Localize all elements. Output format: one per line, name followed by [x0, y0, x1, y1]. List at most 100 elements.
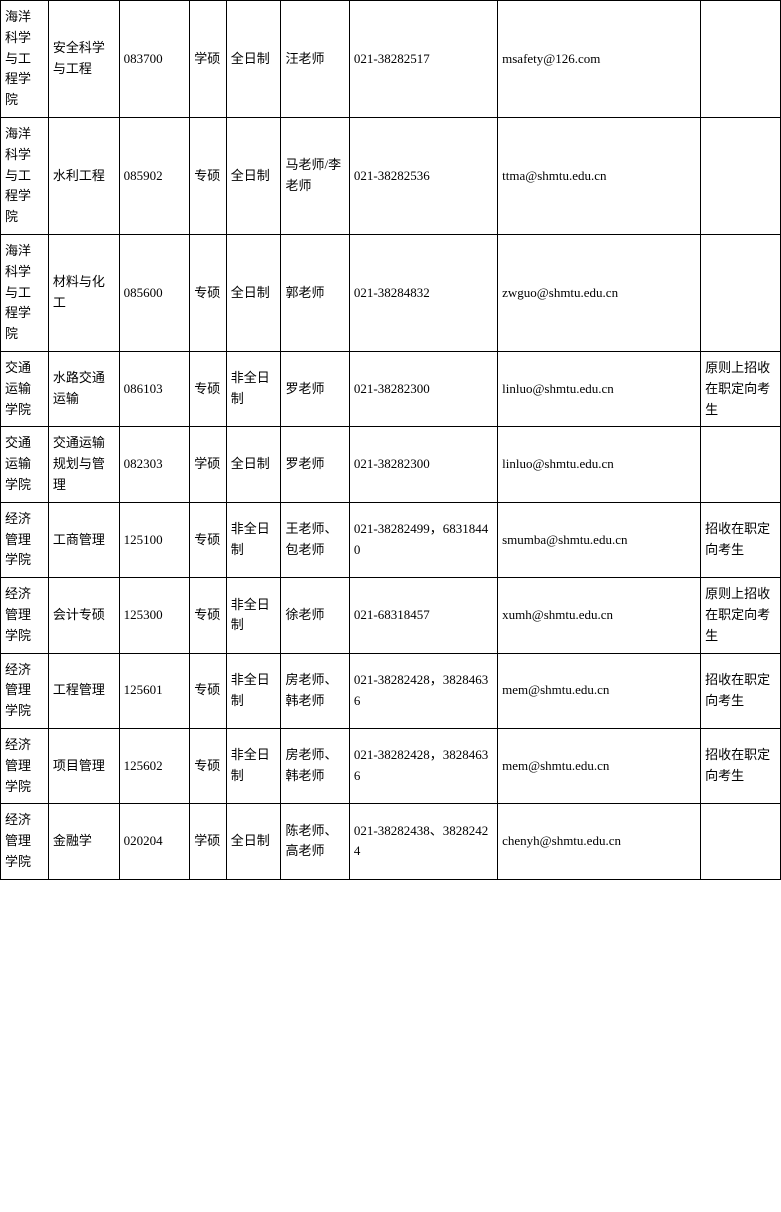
major-cell: 金融学 — [48, 804, 119, 879]
code-cell: 082303 — [119, 427, 190, 502]
mode-cell: 全日制 — [226, 804, 281, 879]
phone-cell: 021-38284832 — [349, 234, 497, 351]
phone-cell: 021-38282300 — [349, 351, 497, 426]
email-cell: xumh@shmtu.edu.cn — [498, 578, 701, 653]
note-cell — [701, 427, 781, 502]
table-body: 海洋科学与工程学院安全科学与工程083700学硕全日制汪老师021-382825… — [1, 1, 781, 880]
mode-cell: 全日制 — [226, 1, 281, 118]
email-cell: chenyh@shmtu.edu.cn — [498, 804, 701, 879]
major-cell: 工商管理 — [48, 502, 119, 577]
phone-cell: 021-38282536 — [349, 117, 497, 234]
major-cell: 项目管理 — [48, 728, 119, 803]
degree-cell: 学硕 — [190, 804, 226, 879]
code-cell: 125602 — [119, 728, 190, 803]
table-row: 交通运输学院交通运输规划与管理082303学硕全日制罗老师021-3828230… — [1, 427, 781, 502]
mode-cell: 全日制 — [226, 427, 281, 502]
table-row: 海洋科学与工程学院材料与化工085600专硕全日制郭老师021-38284832… — [1, 234, 781, 351]
code-cell: 125300 — [119, 578, 190, 653]
code-cell: 020204 — [119, 804, 190, 879]
note-cell — [701, 804, 781, 879]
college-cell: 经济管理学院 — [1, 728, 49, 803]
contact-cell: 王老师、包老师 — [281, 502, 349, 577]
note-cell — [701, 1, 781, 118]
contact-cell: 马老师/李老师 — [281, 117, 349, 234]
table-row: 经济管理学院会计专硕125300专硕非全日制徐老师021-68318457xum… — [1, 578, 781, 653]
table-row: 经济管理学院项目管理125602专硕非全日制房老师、韩老师021-3828242… — [1, 728, 781, 803]
contact-cell: 罗老师 — [281, 427, 349, 502]
contact-cell: 罗老师 — [281, 351, 349, 426]
college-cell: 经济管理学院 — [1, 578, 49, 653]
email-cell: linluo@shmtu.edu.cn — [498, 351, 701, 426]
college-cell: 海洋科学与工程学院 — [1, 117, 49, 234]
code-cell: 086103 — [119, 351, 190, 426]
code-cell: 083700 — [119, 1, 190, 118]
code-cell: 085902 — [119, 117, 190, 234]
contact-cell: 房老师、韩老师 — [281, 728, 349, 803]
phone-cell: 021-38282428，38284636 — [349, 653, 497, 728]
phone-cell: 021-38282438、38282424 — [349, 804, 497, 879]
phone-cell: 021-38282300 — [349, 427, 497, 502]
degree-cell: 专硕 — [190, 578, 226, 653]
note-cell: 招收在职定向考生 — [701, 653, 781, 728]
major-cell: 水路交通运输 — [48, 351, 119, 426]
mode-cell: 非全日制 — [226, 578, 281, 653]
college-cell: 交通运输学院 — [1, 427, 49, 502]
mode-cell: 非全日制 — [226, 502, 281, 577]
college-cell: 经济管理学院 — [1, 502, 49, 577]
contact-cell: 汪老师 — [281, 1, 349, 118]
table-row: 海洋科学与工程学院水利工程085902专硕全日制马老师/李老师021-38282… — [1, 117, 781, 234]
contact-cell: 郭老师 — [281, 234, 349, 351]
college-cell: 经济管理学院 — [1, 653, 49, 728]
major-cell: 会计专硕 — [48, 578, 119, 653]
note-cell: 原则上招收在职定向考生 — [701, 578, 781, 653]
major-cell: 工程管理 — [48, 653, 119, 728]
email-cell: mem@shmtu.edu.cn — [498, 728, 701, 803]
degree-cell: 专硕 — [190, 653, 226, 728]
table-row: 交通运输学院水路交通运输086103专硕非全日制罗老师021-38282300l… — [1, 351, 781, 426]
mode-cell: 非全日制 — [226, 351, 281, 426]
college-cell: 海洋科学与工程学院 — [1, 234, 49, 351]
email-cell: smumba@shmtu.edu.cn — [498, 502, 701, 577]
email-cell: mem@shmtu.edu.cn — [498, 653, 701, 728]
phone-cell: 021-38282499，68318440 — [349, 502, 497, 577]
mode-cell: 全日制 — [226, 117, 281, 234]
note-cell: 原则上招收在职定向考生 — [701, 351, 781, 426]
code-cell: 125601 — [119, 653, 190, 728]
table-row: 经济管理学院金融学020204学硕全日制陈老师、高老师021-38282438、… — [1, 804, 781, 879]
contact-cell: 徐老师 — [281, 578, 349, 653]
mode-cell: 全日制 — [226, 234, 281, 351]
phone-cell: 021-68318457 — [349, 578, 497, 653]
degree-cell: 专硕 — [190, 502, 226, 577]
degree-cell: 专硕 — [190, 351, 226, 426]
note-cell: 招收在职定向考生 — [701, 728, 781, 803]
table-row: 经济管理学院工程管理125601专硕非全日制房老师、韩老师021-3828242… — [1, 653, 781, 728]
college-cell: 交通运输学院 — [1, 351, 49, 426]
note-cell: 招收在职定向考生 — [701, 502, 781, 577]
degree-cell: 学硕 — [190, 427, 226, 502]
phone-cell: 021-38282517 — [349, 1, 497, 118]
contact-cell: 房老师、韩老师 — [281, 653, 349, 728]
degree-cell: 学硕 — [190, 1, 226, 118]
contact-cell: 陈老师、高老师 — [281, 804, 349, 879]
major-cell: 水利工程 — [48, 117, 119, 234]
phone-cell: 021-38282428，38284636 — [349, 728, 497, 803]
mode-cell: 非全日制 — [226, 728, 281, 803]
major-cell: 安全科学与工程 — [48, 1, 119, 118]
degree-cell: 专硕 — [190, 117, 226, 234]
table-row: 经济管理学院工商管理125100专硕非全日制王老师、包老师021-3828249… — [1, 502, 781, 577]
note-cell — [701, 234, 781, 351]
email-cell: linluo@shmtu.edu.cn — [498, 427, 701, 502]
email-cell: zwguo@shmtu.edu.cn — [498, 234, 701, 351]
table-row: 海洋科学与工程学院安全科学与工程083700学硕全日制汪老师021-382825… — [1, 1, 781, 118]
major-cell: 交通运输规划与管理 — [48, 427, 119, 502]
major-cell: 材料与化工 — [48, 234, 119, 351]
program-table: 海洋科学与工程学院安全科学与工程083700学硕全日制汪老师021-382825… — [0, 0, 781, 880]
email-cell: msafety@126.com — [498, 1, 701, 118]
college-cell: 海洋科学与工程学院 — [1, 1, 49, 118]
degree-cell: 专硕 — [190, 234, 226, 351]
college-cell: 经济管理学院 — [1, 804, 49, 879]
note-cell — [701, 117, 781, 234]
mode-cell: 非全日制 — [226, 653, 281, 728]
code-cell: 085600 — [119, 234, 190, 351]
degree-cell: 专硕 — [190, 728, 226, 803]
